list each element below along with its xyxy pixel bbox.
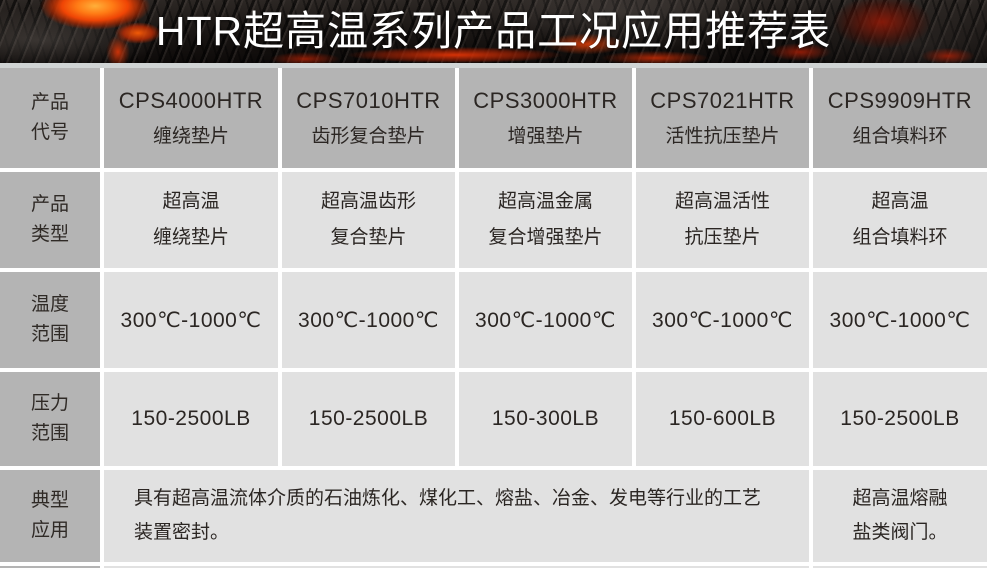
cell-temperature: 300℃-1000℃: [104, 272, 278, 368]
temperature-value: 300℃-1000℃: [120, 308, 262, 332]
cell-temperature: 300℃-1000℃: [282, 272, 455, 368]
banner-separator: [0, 63, 987, 68]
cell-product-type: 超高温 组合填料环: [813, 172, 987, 268]
product-code-name: 活性抗压垫片: [665, 126, 780, 147]
cell-product-code: CPS9909HTR 组合填料环: [813, 68, 987, 168]
cell-product-type: 超高温 缠绕垫片: [104, 172, 278, 268]
pressure-value: 150-2500LB: [131, 407, 251, 430]
product-type: 超高温金属 复合增强垫片: [488, 190, 603, 248]
cell-pressure: 150-2500LB: [104, 372, 278, 466]
cell-application-last: 超高温熔融 盐类阀门。: [813, 470, 987, 562]
application-text: 具有超高温流体介质的石油炼化、煤化工、熔盐、冶金、发电等行业的工艺 装置密封。: [134, 487, 762, 543]
lava-background-image: [0, 0, 987, 63]
row-header-pressure-range: 压力 范围: [0, 372, 100, 466]
product-code-name: 缠绕垫片: [152, 126, 229, 147]
product-code-name: 齿形复合垫片: [311, 126, 426, 147]
cell-pressure: 150-600LB: [636, 372, 809, 466]
row-header-temperature-range: 温度 范围: [0, 272, 100, 368]
cell-product-code: CPS7010HTR 齿形复合垫片: [282, 68, 455, 168]
cell-product-type: 超高温齿形 复合垫片: [282, 172, 455, 268]
temperature-value: 300℃-1000℃: [829, 308, 971, 332]
cell-temperature: 300℃-1000℃: [459, 272, 632, 368]
cell-product-type: 超高温金属 复合增强垫片: [459, 172, 632, 268]
product-code: CPS7010HTR: [296, 88, 441, 113]
cell-temperature: 300℃-1000℃: [636, 272, 809, 368]
application-text: 超高温熔融 盐类阀门。: [852, 487, 948, 543]
product-code: CPS4000HTR: [118, 88, 264, 113]
cutoff-row-cell: [104, 566, 809, 568]
row-header-typical-application: 典型 应用: [0, 470, 100, 562]
temperature-value: 300℃-1000℃: [298, 308, 439, 332]
cell-temperature: 300℃-1000℃: [813, 272, 987, 368]
pressure-value: 150-300LB: [491, 407, 600, 430]
cell-pressure: 150-2500LB: [813, 372, 987, 466]
product-type: 超高温 缠绕垫片: [152, 190, 229, 248]
row-header-product-type: 产品 类型: [0, 172, 100, 268]
cutoff-row-cell: [813, 566, 987, 568]
cell-product-type: 超高温活性 抗压垫片: [636, 172, 809, 268]
cell-pressure: 150-2500LB: [282, 372, 455, 466]
pressure-value: 150-2500LB: [840, 407, 960, 430]
cell-product-code: CPS4000HTR 缠绕垫片: [104, 68, 278, 168]
product-table: 产品 代号 CPS4000HTR 缠绕垫片 CPS7010HTR 齿形复合垫片 …: [0, 68, 987, 568]
page-title: HTR超高温系列产品工况应用推荐表: [155, 8, 832, 54]
temperature-value: 300℃-1000℃: [475, 308, 616, 332]
cutoff-row-header: [0, 566, 100, 568]
pressure-value: 150-2500LB: [308, 407, 429, 430]
cell-product-code: CPS3000HTR 增强垫片: [459, 68, 632, 168]
product-code-name: 增强垫片: [507, 126, 584, 147]
product-code: CPS9909HTR: [827, 88, 973, 113]
row-header-product-code: 产品 代号: [0, 68, 100, 168]
temperature-value: 300℃-1000℃: [652, 308, 793, 332]
cell-application-merged: 具有超高温流体介质的石油炼化、煤化工、熔盐、冶金、发电等行业的工艺 装置密封。: [104, 470, 809, 562]
banner: HTR超高温系列产品工况应用推荐表: [0, 0, 987, 63]
product-code-name: 组合填料环: [852, 126, 948, 147]
product-type: 超高温活性 抗压垫片: [674, 190, 770, 248]
product-code: CPS3000HTR: [473, 88, 618, 113]
cell-pressure: 150-300LB: [459, 372, 632, 466]
product-type: 超高温 组合填料环: [852, 190, 948, 248]
cell-product-code: CPS7021HTR 活性抗压垫片: [636, 68, 809, 168]
pressure-value: 150-600LB: [668, 407, 777, 430]
product-type: 超高温齿形 复合垫片: [320, 190, 416, 248]
product-code: CPS7021HTR: [650, 88, 795, 113]
